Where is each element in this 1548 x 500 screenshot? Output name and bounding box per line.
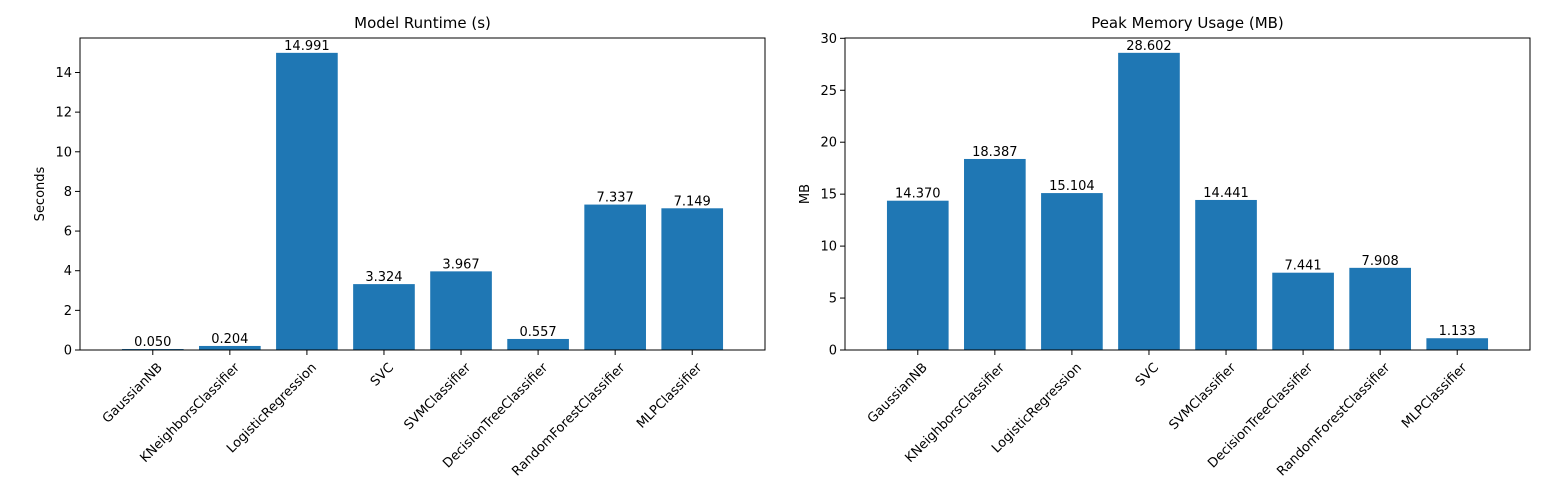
data-label: 7.908 (1362, 254, 1399, 269)
y-tick-label: 20 (820, 136, 837, 151)
bars (886, 52, 1489, 350)
data-label: 14.991 (284, 39, 330, 54)
bar-svmclassifier (1195, 199, 1257, 350)
y-tick-label: 25 (820, 84, 837, 99)
bars (121, 52, 724, 350)
bar-svmclassifier (430, 271, 492, 350)
bar-gaussiannb (886, 200, 949, 350)
data-labels: 14.370 18.387 15.104 28.602 14.441 7.441 7.908… (895, 39, 1476, 339)
data-label: 14.370 (895, 187, 941, 202)
y-tick-label: 6 (64, 225, 72, 240)
data-label: 3.324 (365, 270, 402, 285)
chart-title: Peak Memory Usage (MB) (1091, 14, 1284, 32)
bar-mlpclassifier (661, 208, 724, 350)
data-label: 7.337 (597, 191, 634, 206)
data-label: 7.149 (674, 194, 711, 209)
y-tick-label: 14 (55, 66, 72, 81)
chart-title: Model Runtime (s) (354, 14, 491, 32)
bar-randomforestclassifier (584, 204, 646, 350)
y-ticks: 0 2 4 6 8 10 12 14 (55, 66, 80, 359)
y-tick-label: 30 (820, 32, 837, 47)
bar-logisticregression (1041, 193, 1103, 350)
y-tick-label: 0 (64, 344, 72, 359)
y-tick-label: 12 (55, 106, 72, 121)
y-tick-label: 5 (829, 292, 837, 307)
bar-svc (1118, 52, 1180, 350)
bar-mlpclassifier (1426, 338, 1489, 350)
data-label: 0.050 (134, 335, 171, 350)
y-axis-label: Seconds (33, 166, 48, 221)
data-label: 7.441 (1284, 259, 1321, 274)
data-label: 18.387 (972, 145, 1018, 160)
y-tick-label: 4 (64, 264, 72, 279)
bar-decisiontreeclassifier (507, 338, 569, 350)
plot-frame (844, 37, 1531, 351)
bar-kneighborsclassifier (199, 345, 261, 350)
y-tick-label: 10 (820, 240, 837, 255)
data-label: 3.967 (442, 257, 479, 272)
y-ticks: 0 5 10 15 20 25 30 (820, 32, 845, 359)
bar-logisticregression (276, 52, 338, 350)
y-tick-label: 15 (820, 188, 837, 203)
y-tick-label: 8 (64, 185, 72, 200)
data-labels: 0.050 0.204 14.991 3.324 3.967 0.557 7.337 7.14… (134, 39, 711, 350)
data-label: 0.204 (211, 332, 248, 347)
data-label: 0.557 (519, 325, 556, 340)
data-label: 1.133 (1439, 324, 1476, 339)
bar-kneighborsclassifier (964, 158, 1026, 350)
y-tick-label: 10 (55, 145, 72, 160)
plot-frame (79, 37, 766, 351)
bar-decisiontreeclassifier (1272, 272, 1334, 350)
y-tick-label: 2 (64, 304, 72, 319)
data-label: 28.602 (1126, 39, 1172, 54)
bar-randomforestclassifier (1349, 267, 1411, 350)
data-label: 14.441 (1203, 186, 1249, 201)
y-axis-label: MB (798, 184, 813, 204)
y-tick-label: 0 (829, 344, 837, 359)
data-label: 15.104 (1049, 179, 1095, 194)
bar-svc (353, 284, 415, 350)
